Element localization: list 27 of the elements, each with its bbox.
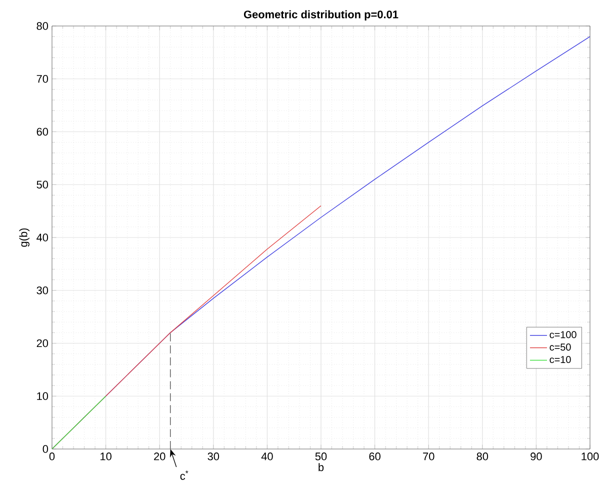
y-tick-label: 0 [42,445,48,453]
legend-label: c=10 [550,356,571,364]
y-tick-label: 40 [36,234,48,242]
x-tick-label: 30 [208,452,220,460]
y-tick-label: 10 [37,392,48,400]
x-tick-label: 60 [369,452,380,460]
x-tick-label: 40 [261,452,273,460]
y-tick-label: 20 [36,339,48,348]
y-tick-label: 30 [36,286,48,294]
annotation: c$^{*}$ [180,470,188,480]
x-tick-label: 50 [315,452,327,460]
y-tick-label: 50 [36,180,48,189]
x-tick-label: 0 [49,452,55,460]
y-axis-title: g(b) [19,228,30,247]
x-tick-label: 90 [530,452,542,460]
chart-title: Geometric distribution p=0.01 [244,10,398,20]
x-tick-label: 70 [423,452,434,460]
legend-label: c=100 [550,331,576,338]
x-tick-label: 100 [582,452,599,460]
y-tick-label: 80 [36,22,48,30]
y-tick-label: 60 [36,128,48,136]
x-tick-label: 20 [154,452,166,460]
x-tick-label: 80 [476,452,488,460]
x-tick-label: 10 [100,452,112,460]
x-axis-title: b [318,463,324,472]
y-tick-label: 70 [36,75,48,83]
legend-label: c=50 [550,344,571,351]
